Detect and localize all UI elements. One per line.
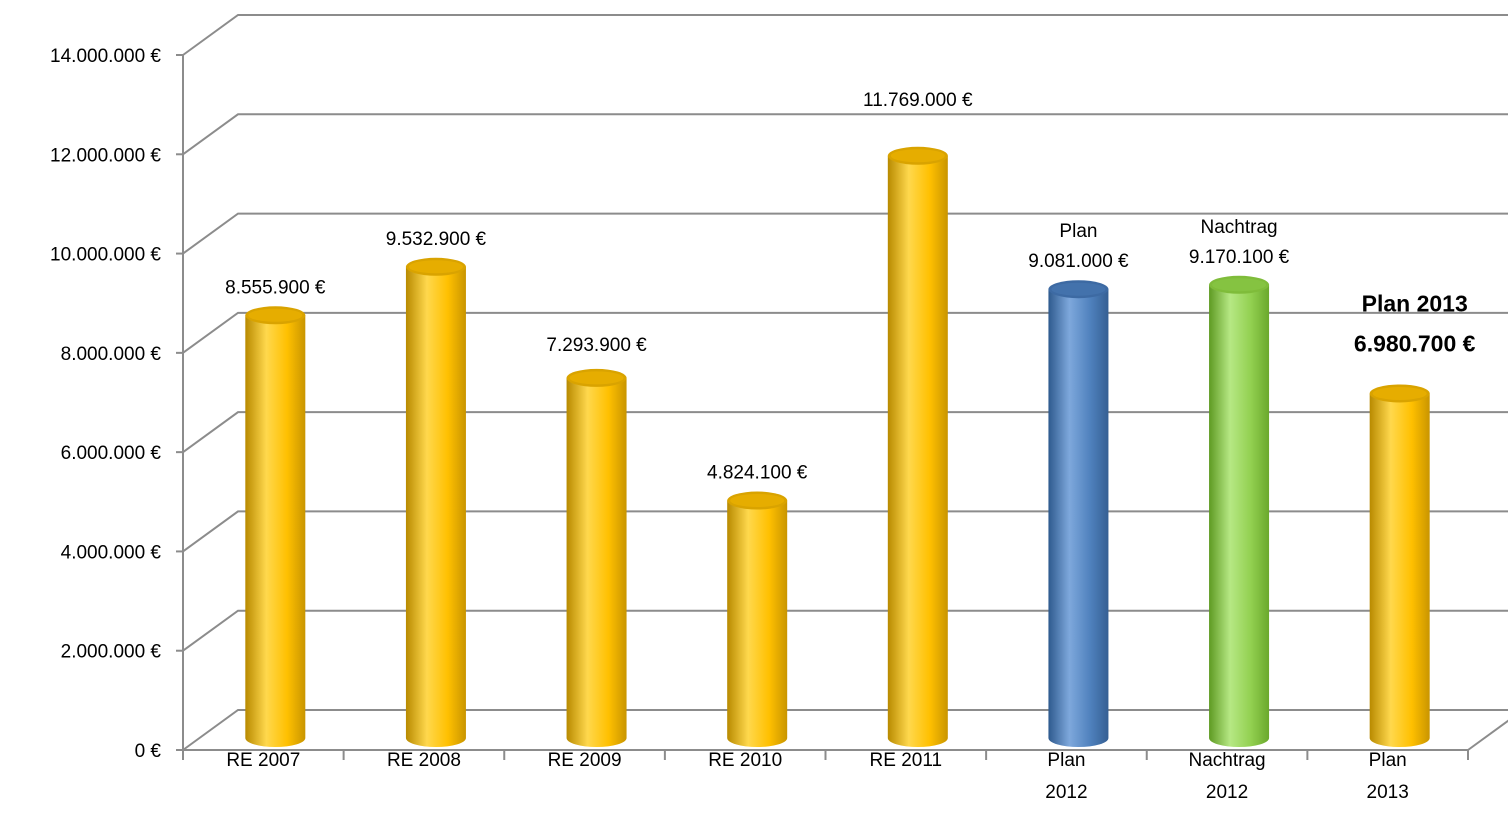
x-axis: RE 2007 RE 2008 RE 2009 RE 2010 RE 2011 Plan 2… bbox=[182, 719, 1508, 803]
data-label: 11.769.000 € bbox=[863, 90, 973, 111]
gridline bbox=[182, 212, 1508, 255]
y-tick-label: 12.000.000 € bbox=[50, 145, 161, 166]
y-tick-label: 0 € bbox=[135, 741, 162, 762]
bar bbox=[1209, 275, 1270, 747]
gridline bbox=[182, 113, 1508, 156]
y-tick-label: 6.000.000 € bbox=[61, 443, 162, 464]
x-tick-label: RE 2008 bbox=[387, 750, 461, 771]
data-label: 8.555.900 € bbox=[225, 277, 326, 298]
data-label: 7.293.900 € bbox=[546, 335, 647, 356]
x-tick-label: RE 2010 bbox=[708, 750, 782, 771]
gridline bbox=[182, 510, 1508, 553]
x-tick-label: RE 2011 bbox=[870, 750, 943, 771]
bar bbox=[245, 306, 306, 747]
bars bbox=[245, 146, 1430, 747]
x-tick-label: Plan 2012 bbox=[1045, 750, 1087, 803]
gridline bbox=[182, 14, 1508, 56]
data-label: Nachtrag 9.170.100 € bbox=[1189, 217, 1290, 268]
data-label: Plan 9.081.000 € bbox=[1028, 221, 1129, 272]
bar bbox=[405, 257, 466, 747]
bar bbox=[1048, 280, 1109, 747]
data-label: 9.532.900 € bbox=[386, 229, 487, 250]
gridline bbox=[182, 311, 1508, 354]
y-tick-label: 4.000.000 € bbox=[61, 542, 162, 563]
gridline bbox=[182, 709, 1508, 751]
bar bbox=[566, 368, 627, 747]
bar bbox=[887, 146, 948, 747]
x-tick-label: Plan 2013 bbox=[1367, 750, 1409, 803]
y-axis: 0 € 2.000.000 € 4.000.000 € 6.000.000 € 8.00… bbox=[50, 46, 184, 762]
floor-edge bbox=[1467, 719, 1508, 751]
y-tick-label: 14.000.000 € bbox=[50, 46, 161, 67]
gridline bbox=[182, 609, 1508, 652]
y-tick-label: 10.000.000 € bbox=[50, 245, 161, 266]
gridline bbox=[182, 411, 1508, 453]
y-tick-label: 8.000.000 € bbox=[61, 344, 162, 365]
x-tick-label: RE 2007 bbox=[226, 750, 300, 771]
bar bbox=[727, 491, 788, 747]
y-tick-label: 2.000.000 € bbox=[61, 642, 162, 663]
bar bbox=[1369, 384, 1430, 747]
data-labels: 8.555.900 € 9.532.900 € 7.293.900 € 4.824.1… bbox=[225, 90, 1476, 484]
x-tick-label: Nachtrag 2012 bbox=[1189, 750, 1266, 803]
x-tick-label: RE 2009 bbox=[548, 750, 622, 771]
grid-lines bbox=[182, 14, 1508, 751]
data-label: Plan 2013 6.980.700 € bbox=[1354, 290, 1476, 356]
data-label: 4.824.100 € bbox=[707, 463, 808, 484]
